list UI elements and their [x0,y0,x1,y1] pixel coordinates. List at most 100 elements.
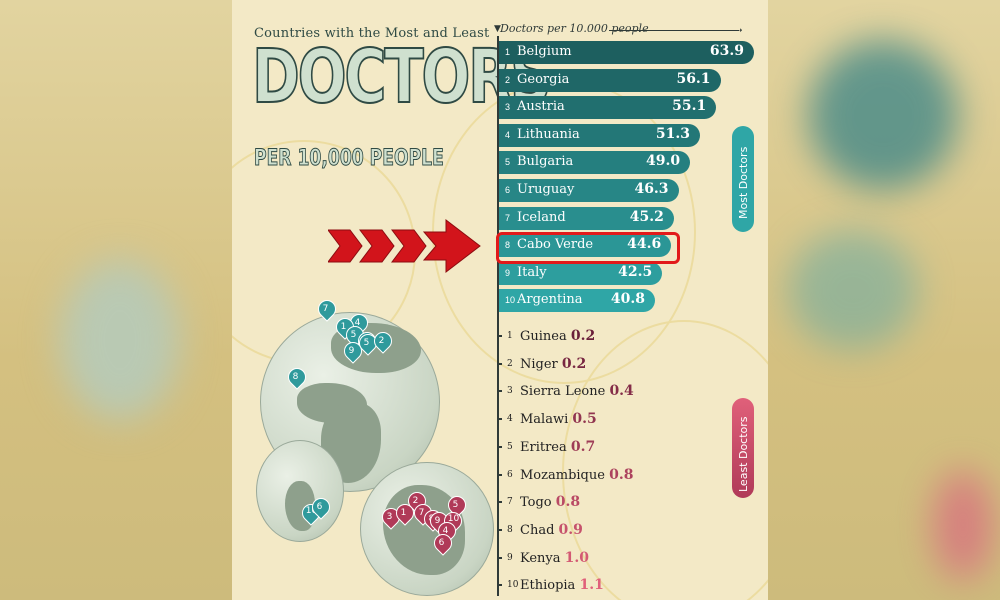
row-country: Sierra Leone [520,384,606,400]
row-rank: 10 [507,580,519,591]
row-rank: 5 [507,441,513,452]
row-rank: 6 [507,469,513,480]
row-tick [497,584,502,587]
bar-value: 40.8 [610,291,645,308]
blurred-bar-shape [788,230,918,350]
most-doctors-label: Most Doctors [732,126,754,232]
bar-value: 51.3 [655,125,690,142]
row-value: 0.4 [609,383,634,400]
bar-country: Austria [517,99,565,115]
row-country: Malawi [520,412,569,428]
row-country: Eritrea [520,439,567,455]
bar-value: 46.3 [634,181,669,197]
globe-south-america [256,440,344,542]
title-subtitle: PER 10,000 PEOPLE [254,146,445,172]
axis-marker-icon: ▼ [494,24,501,34]
row-country: Togo [520,495,552,511]
row-rank: 3 [507,386,513,397]
row-tick [497,501,502,504]
bar-value: 49.0 [646,153,681,170]
row-tick [497,528,502,531]
row-rank: 4 [507,414,513,425]
bar-country: Belgium [517,44,572,59]
bar-country: Bulgaria [517,154,574,170]
bar-country: Cabo Verde [517,237,594,253]
bar-rank: 8 [505,240,511,251]
bar-rank: 2 [505,74,511,85]
row-tick [497,390,502,393]
row-tick [497,362,502,365]
bar-rank: 9 [505,267,511,278]
bar-iceland: 7 Iceland 45.2 [499,206,674,230]
row-country: Ethiopia [520,578,576,594]
highlight-box [496,232,680,264]
row-value: 0.9 [558,521,583,538]
title-small: Countries with the Most and Least [254,26,490,41]
bar-uruguay: 6 Uruguay 46.3 [499,179,679,202]
row-value: 0.7 [570,438,596,455]
row-tick [497,335,502,337]
row-value: 0.8 [609,466,634,483]
bar-rank: 3 [505,102,511,113]
bar-rank: 7 [505,212,511,223]
row-country: Mozambique [520,467,605,483]
row-rank: 1 [507,331,513,341]
bar-italy: 9 Italy 42.5 [499,261,663,285]
row-country: Chad [520,522,555,538]
bar-rank: 6 [505,185,511,195]
row-tick [497,473,502,476]
bar-country: Iceland [517,209,566,225]
bar-rank: 10 [505,295,516,306]
bar-country: Uruguay [517,182,575,197]
blurred-background-left [0,0,232,600]
axis-baseline [497,36,499,596]
blurred-label-shape [933,470,993,580]
bar-country: Lithuania [517,126,580,142]
bar-rank: 1 [505,47,511,57]
row-value: 0.5 [572,411,597,428]
row-rank: 9 [507,552,513,563]
bar-lithuania: 4 Lithuania 51.3 [499,123,700,147]
axis-line [609,30,739,31]
row-value: 0.8 [555,494,581,511]
row-value: 0.2 [561,355,587,372]
blurred-globe-shape [60,260,180,420]
row-country: Guinea [520,329,567,344]
bar-value: 56.1 [676,70,711,87]
row-rank: 2 [507,358,513,369]
bar-bulgaria: 5 Bulgaria 49.0 [499,151,691,175]
row-tick [497,418,502,421]
bar-cabo-verde: 8 Cabo Verde 44.6 [499,234,672,258]
axis-arrow-icon: ➝ [735,26,743,36]
row-rank: 8 [507,524,513,535]
row-value: 1.1 [579,577,604,594]
bar-austria: 3 Austria 55.1 [499,96,717,120]
row-country: Niger [520,356,558,372]
bar-country: Argentina [517,292,583,308]
bar-georgia: 2 Georgia 56.1 [499,68,721,92]
bar-country: Italy [517,264,547,280]
bar-value: 44.6 [627,236,662,253]
globe-africa [360,462,494,596]
row-value: 1.0 [564,549,590,566]
bar-value: 42.5 [618,263,653,280]
least-doctors-label: Least Doctors [732,398,754,498]
blurred-bar-shape [808,40,958,190]
bar-value: 63.9 [709,43,744,59]
infographic-poster: Countries with the Most and Least DOCTOR… [232,0,768,600]
bar-rank: 5 [505,157,511,168]
row-tick [497,445,502,448]
bar-argentina: 10 Argentina 40.8 [499,289,655,313]
bar-country: Georgia [517,71,570,87]
bar-value: 45.2 [629,208,664,225]
blurred-background-right [768,0,1000,600]
row-tick [497,556,502,559]
background-sketch [562,320,768,600]
row-country: Kenya [520,550,561,566]
bar-belgium: 1 Belgium 63.9 [499,41,754,64]
row-rank: 7 [507,497,513,508]
bar-value: 55.1 [672,98,707,115]
row-value: 0.2 [570,328,596,344]
axis-title: Doctors per 10.000 people [500,22,649,35]
highlight-arrow-icon [328,218,481,274]
